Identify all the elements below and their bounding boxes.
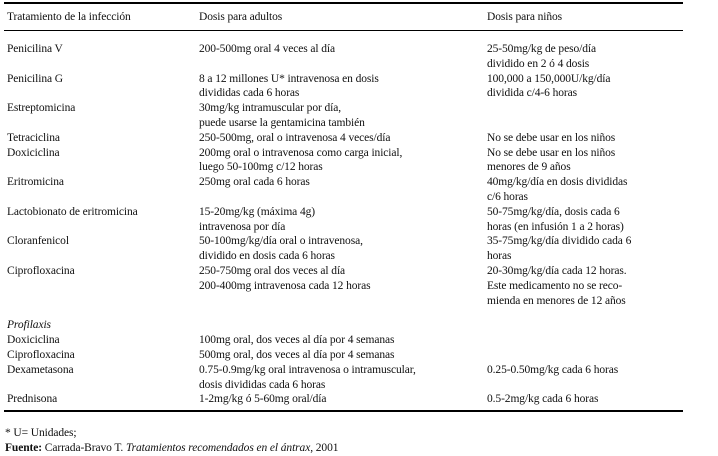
child-dose: 50-75mg/kg/día, dosis cada 6 horas (en i… (487, 205, 624, 233)
table-row: Cloranfenicol 50-100mg/kg/día oral o int… (4, 234, 683, 264)
treatment-name: Penicilina G (7, 72, 63, 85)
treatment-name: Prednisona (7, 393, 58, 406)
table-row: Prednisona 1-2mg/kg ó 5-60mg oral/día 0.… (4, 392, 683, 411)
footnotes: * U= Unidades; Fuente: Carrada-Bravo T. … (5, 426, 718, 456)
header-row: Tratamiento de la infección Dosis para a… (4, 3, 683, 31)
child-dose (487, 101, 683, 131)
child-dose: No se debe usar en los niños (487, 131, 616, 144)
treatment-name: Tetraciclina (7, 131, 60, 144)
source-footnote: Fuente: Carrada-Bravo T. Tratamientos re… (5, 441, 718, 456)
adult-dose: 50-100mg/kg/día oral o intravenosa, divi… (199, 235, 363, 263)
column-header-child-dose: Dosis para niños (487, 3, 683, 31)
adult-dose: 250-750mg oral dos veces al día 200-400m… (199, 264, 371, 292)
child-dose: 100,000 a 150,000U/kg/día dividida c/4-6… (487, 72, 611, 100)
adult-dose: 1-2mg/kg ó 5-60mg oral/día (199, 393, 327, 406)
adult-dose: 200-500mg oral 4 veces al día (199, 43, 336, 55)
table-row: Ciprofloxacina 500mg oral, dos veces al … (4, 348, 683, 363)
child-dose (487, 348, 683, 363)
treatment-name: Lactobionato de eritromicina (7, 205, 138, 218)
child-dose: 20-30mg/kg/día cada 12 horas. Este medic… (487, 264, 627, 307)
child-dose: No se debe usar en los niños menores de … (487, 146, 616, 174)
section-row: Profilaxis (4, 308, 683, 333)
source-year: , 2001 (310, 442, 339, 455)
table-row: Doxiciclina 200mg oral o intravenosa com… (4, 146, 683, 176)
adult-dose: 0.75-0.9mg/kg oral intravenosa o intramu… (199, 363, 416, 391)
child-dose (487, 333, 683, 348)
child-dose: 40mg/kg/día en dosis divididas c/6 horas (487, 176, 628, 203)
treatment-name: Doxiciclina (7, 146, 60, 159)
treatment-name: Eritromicina (7, 176, 64, 189)
source-title: Tratamientos recomendados en el ántrax (125, 442, 311, 455)
treatment-name: Estreptomicina (7, 102, 76, 115)
adult-dose: 250mg oral cada 6 horas (199, 176, 310, 189)
table-body: Penicilina V 200-500mg oral 4 veces al d… (4, 31, 683, 412)
child-dose: 25-50mg/kg de peso/día dividido en 2 ó 4… (487, 43, 596, 70)
table-row: Ciprofloxacina 250-750mg oral dos veces … (4, 264, 683, 308)
table-row: Estreptomicina 30mg/kg intramuscular por… (4, 101, 683, 131)
adult-dose: 500mg oral, dos veces al día por 4 seman… (199, 348, 395, 361)
child-dose: 35-75mg/kg/día dividido cada 6 horas (487, 235, 632, 263)
table-row: Doxiciclina 100mg oral, dos veces al día… (4, 333, 683, 348)
source-author: Carrada-Bravo T. (41, 442, 126, 455)
table-row: Penicilina G 8 a 12 millones U* intraven… (4, 72, 683, 102)
adult-dose: 100mg oral, dos veces al día por 4 seman… (199, 334, 395, 347)
treatment-name: Cloranfenicol (7, 235, 69, 248)
adult-dose: 8 a 12 millones U* intravenosa en dosis … (199, 72, 379, 100)
column-header-adult-dose: Dosis para adultos (199, 3, 487, 31)
adult-dose: 250-500mg, oral o intravenosa 4 veces/dí… (199, 131, 391, 144)
table-row: Penicilina V 200-500mg oral 4 veces al d… (4, 31, 683, 72)
units-footnote: * U= Unidades; (5, 427, 77, 440)
section-label: Profilaxis (7, 319, 51, 332)
column-header-treatment: Tratamiento de la infección (4, 3, 199, 31)
child-dose: 0.25-0.50mg/kg cada 6 horas (487, 363, 619, 376)
adult-dose: 15-20mg/kg (máxima 4g) intravenosa por d… (199, 205, 315, 233)
adult-dose: 200mg oral o intravenosa como carga inic… (199, 146, 403, 174)
table-row: Dexametasona 0.75-0.9mg/kg oral intraven… (4, 363, 683, 393)
treatment-name: Dexametasona (7, 363, 74, 376)
table-row: Tetraciclina 250-500mg, oral o intraveno… (4, 131, 683, 146)
treatment-name: Doxiciclina (7, 334, 60, 347)
treatment-name: Ciprofloxacina (7, 264, 75, 277)
treatment-name: Penicilina V (7, 43, 63, 55)
adult-dose: 30mg/kg intramuscular por día, puede usa… (199, 102, 365, 129)
table-row: Lactobionato de eritromicina 15-20mg/kg … (4, 205, 683, 235)
child-dose: 0.5-2mg/kg cada 6 horas (487, 393, 599, 406)
source-label: Fuente: (5, 442, 42, 455)
treatment-name: Ciprofloxacina (7, 348, 75, 361)
dosage-table: Tratamiento de la infección Dosis para a… (4, 2, 683, 413)
table-row: Eritromicina 250mg oral cada 6 horas 40m… (4, 175, 683, 205)
table-header: Tratamiento de la infección Dosis para a… (4, 3, 683, 31)
